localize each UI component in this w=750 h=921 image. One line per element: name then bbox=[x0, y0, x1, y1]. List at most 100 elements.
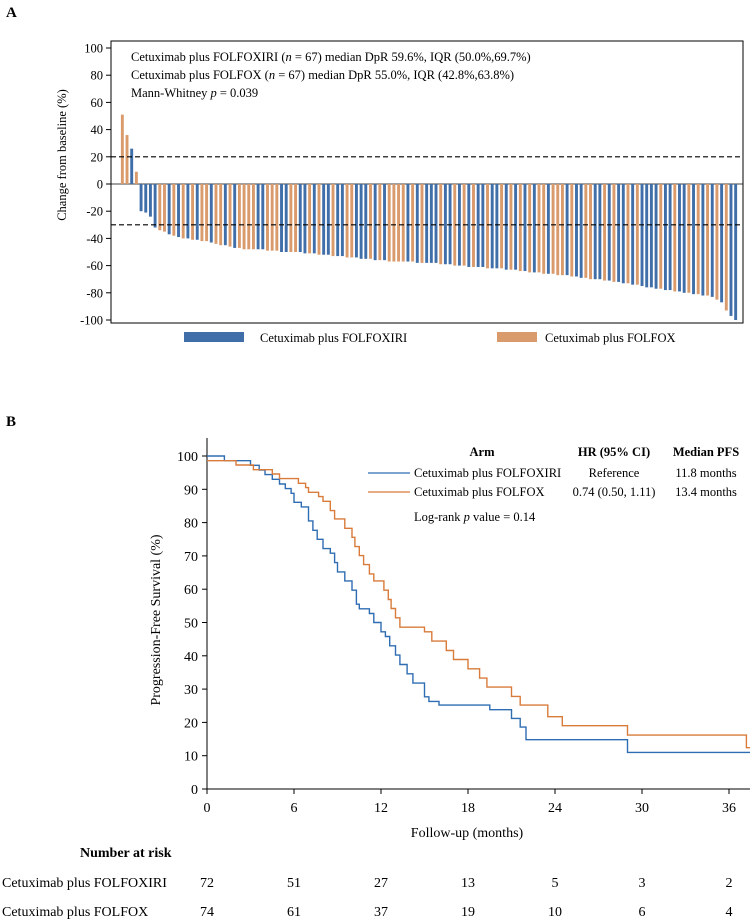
waterfall-bar-folfoxiri bbox=[261, 184, 265, 250]
waterfall-bar-folfoxiri bbox=[720, 184, 724, 303]
panel-a-label: A bbox=[6, 5, 17, 21]
km-x-tick-label: 30 bbox=[635, 801, 649, 816]
legend-label-folfoxiri: Cetuximab plus FOLFOXIRI bbox=[260, 331, 407, 345]
waterfall-bar-folfox bbox=[659, 184, 663, 289]
waterfall-bar-folfox bbox=[589, 184, 592, 280]
km-x-tick-label: 36 bbox=[722, 801, 736, 816]
waterfall-bars bbox=[120, 114, 738, 320]
waterfall-bar-folfoxiri bbox=[467, 184, 471, 267]
waterfall-bar-folfox bbox=[242, 184, 246, 250]
waterfall-y-tick-label: -40 bbox=[86, 232, 103, 246]
waterfall-bar-folfox bbox=[289, 184, 293, 252]
risk-value: 51 bbox=[287, 876, 301, 891]
waterfall-y-tick-label: -100 bbox=[80, 314, 103, 328]
waterfall-bar-folfoxiri bbox=[139, 184, 143, 212]
km-y-tick-label: 0 bbox=[191, 783, 198, 798]
waterfall-bar-folfoxiri bbox=[495, 184, 499, 269]
waterfall-bar-folfoxiri bbox=[593, 184, 597, 280]
waterfall-bar-folfox bbox=[172, 184, 176, 236]
waterfall-reference-lines bbox=[111, 156, 743, 226]
waterfall-bar-folfox bbox=[570, 184, 574, 277]
waterfall-bar-folfoxiri bbox=[383, 184, 386, 261]
waterfall-bar-folfox bbox=[556, 184, 560, 276]
waterfall-bar-folfoxiri bbox=[195, 184, 199, 240]
waterfall-bar-folfox bbox=[626, 184, 630, 284]
km-x-label: Follow-up (months) bbox=[411, 826, 524, 841]
waterfall-bar-folfox bbox=[397, 184, 401, 262]
risk-value: 37 bbox=[374, 905, 388, 920]
km-stats-table: Arm HR (95% CI) Median PFS Cetuximab plu… bbox=[368, 445, 739, 524]
waterfall-bar-folfox bbox=[350, 184, 354, 258]
risk-value: 5 bbox=[552, 876, 559, 891]
waterfall-bar-folfox bbox=[392, 184, 396, 262]
table-header-median: Median PFS bbox=[673, 445, 739, 459]
waterfall-bar-folfoxiri bbox=[514, 184, 518, 270]
waterfall-bar-folfoxiri bbox=[598, 184, 602, 280]
waterfall-y-tick-label: -60 bbox=[86, 259, 103, 273]
km-y-tick-label: 90 bbox=[184, 483, 198, 498]
waterfall-bar-folfoxiri bbox=[701, 184, 705, 296]
waterfall-bar-folfox bbox=[528, 184, 532, 273]
waterfall-y-tick-label: 100 bbox=[84, 42, 103, 56]
waterfall-bar-folfox bbox=[603, 184, 607, 281]
waterfall-bar-folfoxiri bbox=[130, 148, 134, 184]
km-y-tick-label: 100 bbox=[177, 450, 198, 465]
km-axes: 0 10 20 30 40 50 60 70 80 90 100 0 6 12 18 24 30 36 bbox=[177, 438, 750, 816]
waterfall-bar-folfox bbox=[163, 184, 166, 232]
waterfall-bar-folfoxiri bbox=[284, 184, 288, 252]
waterfall-bar-folfox bbox=[687, 184, 691, 293]
risk-value: 19 bbox=[461, 905, 475, 920]
waterfall-bar-folfox bbox=[696, 184, 700, 295]
risk-row-label-folfoxiri: Cetuximab plus FOLFOXIRI bbox=[2, 876, 167, 891]
risk-value: 13 bbox=[461, 876, 475, 891]
waterfall-bar-folfox bbox=[219, 184, 223, 246]
waterfall-bar-folfox bbox=[228, 184, 232, 247]
km-y-tick-label: 70 bbox=[184, 550, 198, 565]
table-row-hr-folfoxiri: Reference bbox=[589, 466, 640, 480]
waterfall-bar-folfox bbox=[251, 184, 255, 250]
waterfall-bar-folfoxiri bbox=[504, 184, 508, 270]
waterfall-bar-folfoxiri bbox=[280, 184, 283, 252]
waterfall-bar-folfoxiri bbox=[678, 184, 681, 292]
waterfall-bar-folfox bbox=[500, 184, 504, 269]
waterfall-bar-folfoxiri bbox=[532, 184, 536, 273]
waterfall-bar-folfox bbox=[706, 184, 710, 296]
waterfall-bar-folfoxiri bbox=[734, 184, 738, 320]
waterfall-bar-folfoxiri bbox=[617, 184, 621, 282]
waterfall-bar-folfoxiri bbox=[575, 184, 578, 277]
waterfall-bar-folfoxiri bbox=[186, 184, 190, 239]
waterfall-bar-folfoxiri bbox=[177, 184, 180, 238]
risk-value: 3 bbox=[639, 876, 646, 891]
waterfall-bar-folfoxiri bbox=[579, 184, 583, 278]
waterfall-bar-folfox bbox=[560, 184, 564, 276]
waterfall-bar-folfox bbox=[308, 184, 312, 254]
km-y-tick-label: 20 bbox=[184, 716, 198, 731]
waterfall-y-tick-label: -80 bbox=[86, 286, 103, 300]
waterfall-bar-folfox bbox=[715, 184, 719, 300]
waterfall-bar-folfox bbox=[518, 184, 522, 272]
waterfall-bar-folfox bbox=[120, 114, 124, 184]
waterfall-bar-folfoxiri bbox=[167, 184, 171, 235]
waterfall-bar-folfoxiri bbox=[340, 184, 344, 257]
waterfall-bar-folfox bbox=[551, 184, 555, 274]
waterfall-bar-folfoxiri bbox=[406, 184, 410, 262]
waterfall-bar-folfox bbox=[542, 184, 546, 274]
risk-value: 27 bbox=[374, 876, 388, 891]
waterfall-bar-folfoxiri bbox=[364, 184, 368, 259]
waterfall-bar-folfoxiri bbox=[668, 184, 672, 291]
waterfall-bar-folfox bbox=[158, 184, 162, 231]
risk-value: 72 bbox=[200, 876, 214, 891]
waterfall-bar-folfoxiri bbox=[692, 184, 695, 295]
waterfall-bar-folfox bbox=[673, 184, 677, 292]
waterfall-bar-folfoxiri bbox=[654, 184, 658, 289]
waterfall-bar-folfoxiri bbox=[607, 184, 611, 281]
waterfall-bar-folfoxiri bbox=[645, 184, 649, 288]
risk-value: 10 bbox=[548, 905, 562, 920]
km-y-tick-label: 30 bbox=[184, 683, 198, 698]
km-x-tick-label: 18 bbox=[461, 801, 475, 816]
waterfall-bar-folfoxiri bbox=[429, 184, 433, 263]
table-header-hr: HR (95% CI) bbox=[578, 445, 650, 459]
waterfall-bar-folfox bbox=[237, 184, 241, 248]
waterfall-bar-folfox bbox=[247, 184, 251, 250]
km-y-label: Progression-Free Survival (%) bbox=[149, 534, 164, 705]
